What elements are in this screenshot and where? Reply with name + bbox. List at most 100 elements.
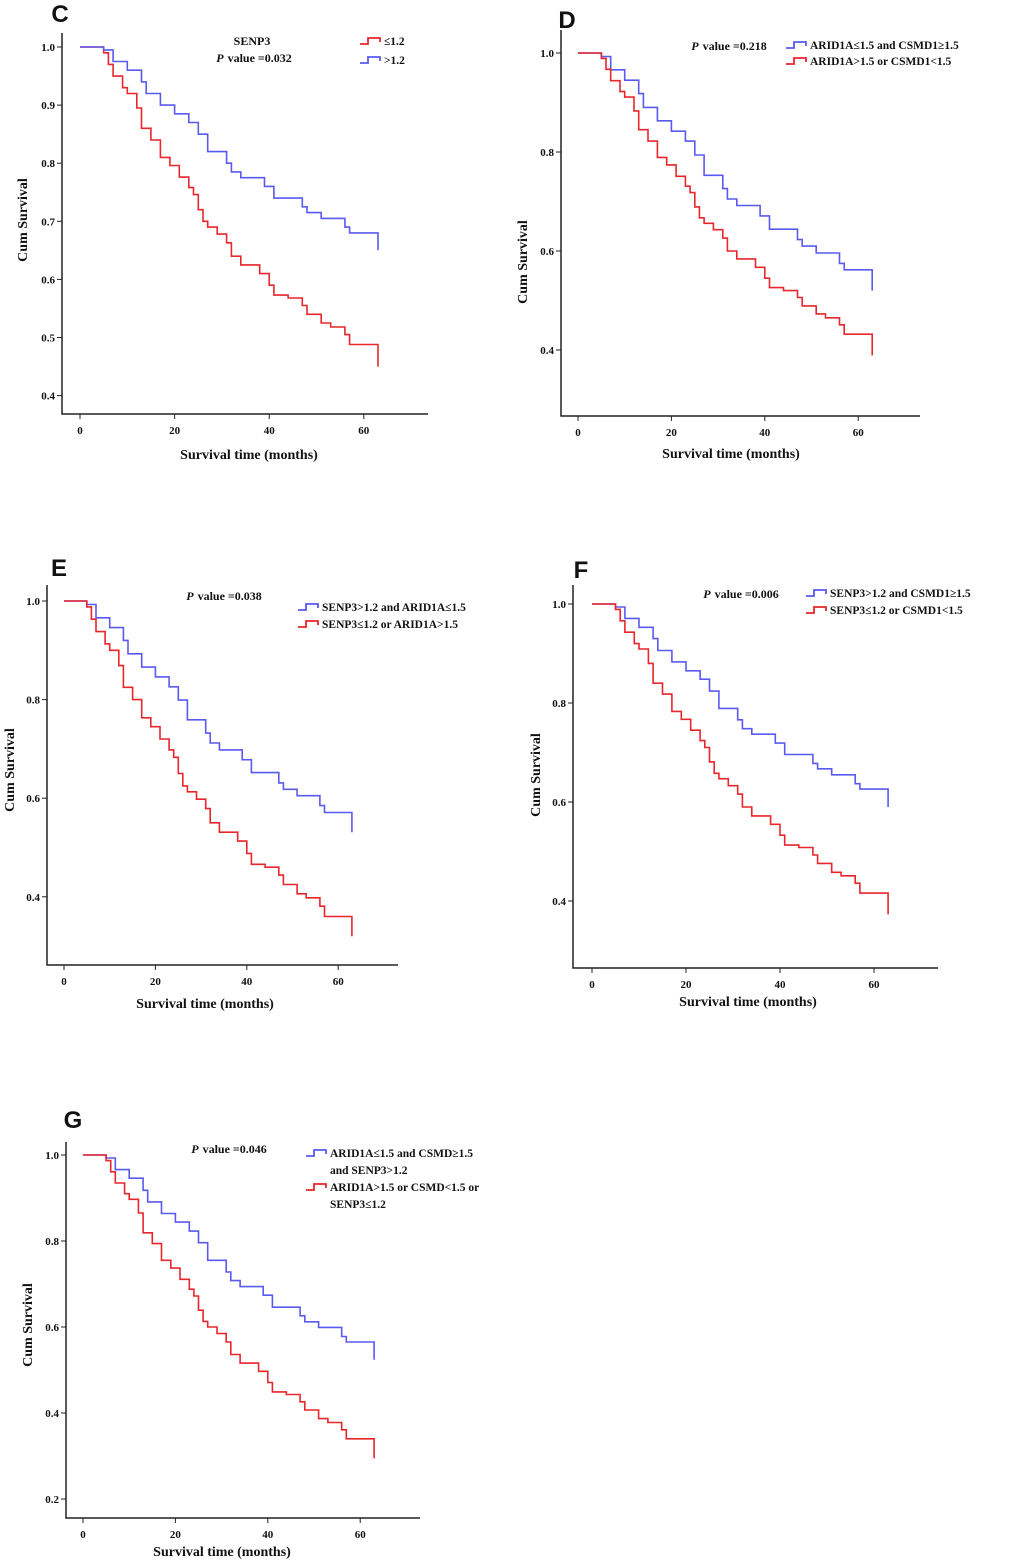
- p-value-text: value =0.218: [703, 39, 767, 53]
- x-tick-label: 40: [262, 1529, 274, 1541]
- survival-curve-red: [592, 603, 889, 915]
- x-tick-label: 60: [355, 1529, 367, 1541]
- x-tick-label: 40: [759, 427, 771, 439]
- survival-curve-blue: [578, 52, 873, 291]
- x-tick-label: 60: [853, 427, 865, 439]
- legend-swatch: [306, 1149, 327, 1157]
- legend-label: ARID1A>1.5 or CSMD<1.5 or: [330, 1182, 479, 1194]
- legend-label: and SENP3>1.2: [330, 1165, 408, 1177]
- axes: [61, 33, 428, 415]
- panel-f: F 0.4 0.6 0.8 1.0 0 20 40 60 Survival time (month…: [529, 557, 971, 1010]
- legend-swatch: [786, 41, 807, 49]
- y-tick-label: 0.8: [41, 158, 55, 170]
- y-tick-label: 0.6: [540, 246, 554, 258]
- axes: [572, 585, 938, 969]
- x-tick-label: 40: [264, 425, 276, 437]
- chart-title: SENP3: [234, 34, 271, 48]
- p-value-text: value =0.032: [228, 51, 292, 65]
- axes: [46, 585, 398, 966]
- p-italic: P: [216, 51, 224, 65]
- x-tick-label: 20: [681, 979, 693, 991]
- legend-label: >1.2: [384, 55, 405, 67]
- x-axis-label: Survival time (months): [679, 995, 817, 1010]
- y-tick-label: 0.4: [41, 391, 55, 403]
- x-tick-label: 40: [775, 979, 787, 991]
- axes: [560, 30, 920, 417]
- x-axis-label: Survival time (months): [153, 1545, 291, 1560]
- p-italic: P: [186, 589, 194, 603]
- legend-swatch: [298, 620, 319, 628]
- p-italic: P: [691, 39, 699, 53]
- x-axis-label: Survival time (months): [136, 997, 274, 1012]
- legend-swatch: [306, 1183, 327, 1191]
- legend-swatch: [360, 56, 381, 64]
- survival-curve-red: [83, 1154, 375, 1459]
- panel-e: E 0.4 0.6 0.8 1.0 0 20 40 60 Survival time (month…: [3, 555, 466, 1012]
- p-value-text: value =0.046: [203, 1142, 267, 1156]
- panel-label: E: [51, 555, 67, 582]
- y-axis-label: Cum Survival: [529, 733, 544, 817]
- y-axis-label: Cum Survival: [21, 1283, 36, 1367]
- y-axis-label: Cum Survival: [516, 220, 531, 304]
- x-tick-label: 0: [77, 425, 83, 437]
- p-value-text: value =0.038: [198, 589, 262, 603]
- y-axis-label: Cum Survival: [3, 728, 18, 812]
- p-italic: P: [703, 587, 711, 601]
- y-tick-label: 0.5: [41, 333, 55, 345]
- y-tick-label: 0.6: [45, 1322, 59, 1334]
- legend-swatch: [298, 603, 319, 611]
- y-tick-label: 0.6: [26, 793, 40, 805]
- y-tick-label: 0.8: [26, 695, 40, 707]
- y-tick-label: 0.9: [41, 100, 55, 112]
- x-tick-label: 20: [150, 976, 162, 988]
- legend-label: SENP3≤1.2 or ARID1A>1.5: [322, 619, 458, 631]
- y-tick-label: 0.8: [552, 698, 566, 710]
- x-tick-label: 60: [358, 425, 370, 437]
- p-value-text: value =0.006: [715, 587, 779, 601]
- x-tick-label: 0: [589, 979, 595, 991]
- y-tick-label: 0.8: [540, 147, 554, 159]
- panel-g: G 0.2 0.4 0.6 0.8 1.0 0 20 40 60 Survival time (mo…: [21, 1107, 479, 1560]
- legend-label: ARID1A≤1.5 and CSMD≥1.5: [330, 1148, 473, 1160]
- legend-swatch: [360, 37, 381, 45]
- legend-label: ARID1A≤1.5 and CSMD1≥1.5: [810, 40, 959, 52]
- y-axis-label: Cum Survival: [16, 178, 31, 262]
- panel-d: D 0.4 0.6 0.8 1.0 0 20 40 60 Survival time (month…: [516, 7, 959, 462]
- x-tick-label: 0: [80, 1529, 86, 1541]
- panel-label: D: [558, 7, 575, 34]
- survival-curve-blue: [80, 46, 379, 251]
- survival-curve-red: [80, 46, 379, 367]
- survival-curve-blue: [64, 600, 353, 833]
- panel-label: F: [574, 557, 589, 584]
- y-tick-label: 0.7: [41, 216, 55, 228]
- panel-c: C 0.4 0.5 0.6 0.7 0.8 0.9 1.0 0 20 40 60 Survival ti…: [16, 1, 428, 463]
- y-tick-label: 1.0: [26, 596, 40, 608]
- legend-label: SENP3>1.2 and ARID1A≤1.5: [322, 602, 466, 614]
- y-tick-label: 0.4: [540, 345, 554, 357]
- survival-curve-blue: [592, 603, 889, 807]
- x-tick-label: 60: [869, 979, 881, 991]
- legend-label: SENP3≤1.2: [330, 1199, 386, 1211]
- y-tick-label: 1.0: [540, 48, 554, 60]
- legend-label: ≤1.2: [384, 36, 405, 48]
- x-tick-label: 20: [169, 425, 181, 437]
- x-axis-label: Survival time (months): [180, 448, 318, 463]
- survival-curve-red: [64, 600, 353, 937]
- survival-curve-blue: [83, 1154, 375, 1360]
- x-tick-label: 0: [61, 976, 67, 988]
- legend-label: SENP3>1.2 and CSMD1≥1.5: [830, 588, 971, 600]
- y-tick-label: 1.0: [45, 1150, 59, 1162]
- legend-label: SENP3≤1.2 or CSMD1<1.5: [830, 605, 963, 617]
- axes: [65, 1142, 420, 1519]
- y-tick-label: 0.8: [45, 1236, 59, 1248]
- survival-curve-red: [578, 52, 873, 356]
- legend-swatch: [806, 589, 827, 597]
- x-tick-label: 40: [241, 976, 253, 988]
- y-tick-label: 1.0: [552, 599, 566, 611]
- panel-label: C: [51, 1, 68, 28]
- legend-swatch: [786, 57, 807, 65]
